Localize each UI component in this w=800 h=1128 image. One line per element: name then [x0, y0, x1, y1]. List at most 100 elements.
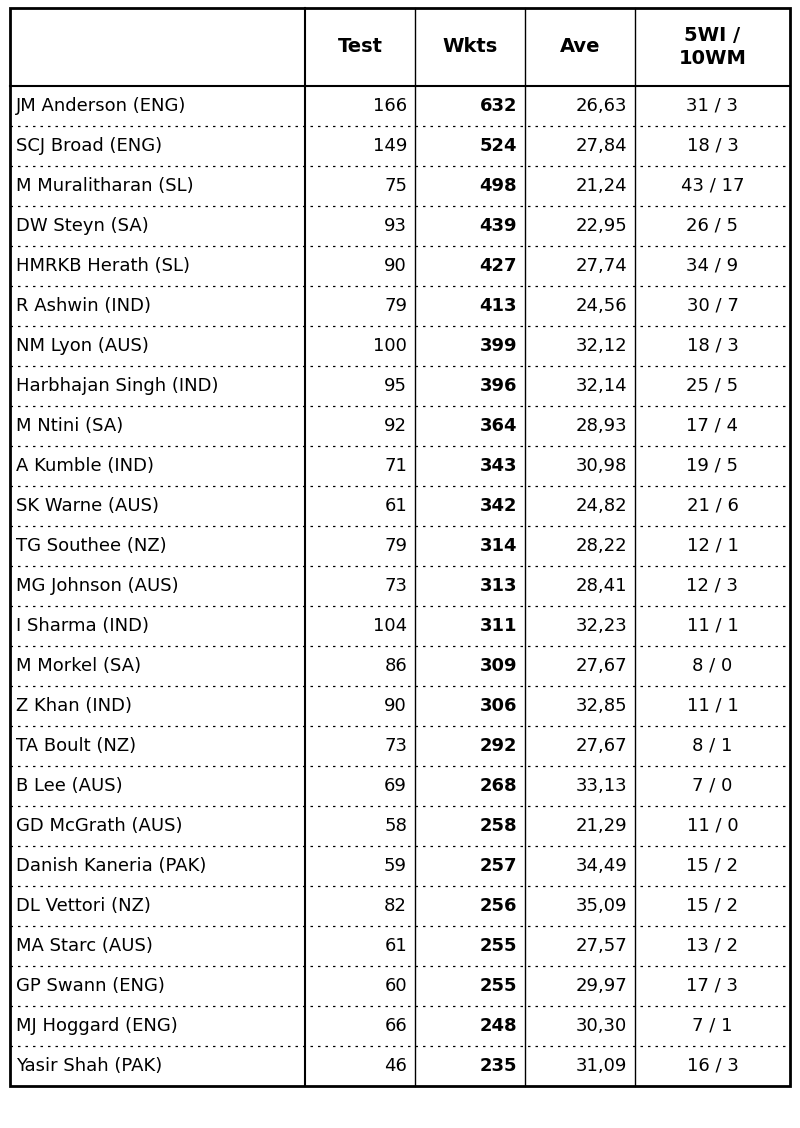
Text: 30,30: 30,30 — [576, 1017, 627, 1036]
Text: 104: 104 — [373, 617, 407, 635]
Text: 17 / 3: 17 / 3 — [686, 977, 738, 995]
Text: M Muralitharan (SL): M Muralitharan (SL) — [16, 177, 194, 195]
Text: 15 / 2: 15 / 2 — [686, 857, 738, 875]
Text: 27,67: 27,67 — [575, 737, 627, 755]
Text: 26,63: 26,63 — [575, 97, 627, 115]
Text: MA Starc (AUS): MA Starc (AUS) — [16, 937, 153, 955]
Text: 30 / 7: 30 / 7 — [686, 297, 738, 315]
Text: 100: 100 — [373, 337, 407, 355]
Text: 11 / 1: 11 / 1 — [686, 697, 738, 715]
Text: 34 / 9: 34 / 9 — [686, 257, 738, 275]
Text: 33,13: 33,13 — [575, 777, 627, 795]
Text: MJ Hoggard (ENG): MJ Hoggard (ENG) — [16, 1017, 178, 1036]
Text: 46: 46 — [384, 1057, 407, 1075]
Text: 35,09: 35,09 — [575, 897, 627, 915]
Text: 25 / 5: 25 / 5 — [686, 377, 738, 395]
Text: 21,29: 21,29 — [575, 817, 627, 835]
Text: SCJ Broad (ENG): SCJ Broad (ENG) — [16, 136, 162, 155]
Text: B Lee (AUS): B Lee (AUS) — [16, 777, 122, 795]
Text: GP Swann (ENG): GP Swann (ENG) — [16, 977, 165, 995]
Text: 95: 95 — [384, 377, 407, 395]
Text: 17 / 4: 17 / 4 — [686, 417, 738, 435]
Text: M Ntini (SA): M Ntini (SA) — [16, 417, 123, 435]
Text: 24,82: 24,82 — [575, 497, 627, 515]
Text: Ave: Ave — [560, 37, 600, 56]
Text: 364: 364 — [479, 417, 517, 435]
Text: 248: 248 — [479, 1017, 517, 1036]
Text: 255: 255 — [479, 977, 517, 995]
Text: Test: Test — [338, 37, 382, 56]
Text: 31,09: 31,09 — [576, 1057, 627, 1075]
Text: 93: 93 — [384, 217, 407, 235]
Text: 524: 524 — [479, 136, 517, 155]
Text: 12 / 1: 12 / 1 — [686, 537, 738, 555]
Text: 27,57: 27,57 — [575, 937, 627, 955]
Text: 69: 69 — [384, 777, 407, 795]
Text: MG Johnson (AUS): MG Johnson (AUS) — [16, 578, 178, 594]
Text: 92: 92 — [384, 417, 407, 435]
Text: HMRKB Herath (SL): HMRKB Herath (SL) — [16, 257, 190, 275]
Text: JM Anderson (ENG): JM Anderson (ENG) — [16, 97, 186, 115]
Text: 58: 58 — [384, 817, 407, 835]
Text: 66: 66 — [384, 1017, 407, 1036]
Text: 61: 61 — [384, 497, 407, 515]
Text: 43 / 17: 43 / 17 — [681, 177, 744, 195]
Text: 258: 258 — [479, 817, 517, 835]
Text: 71: 71 — [384, 457, 407, 475]
Text: 8 / 0: 8 / 0 — [692, 656, 733, 675]
Text: 5WI /
10WM: 5WI / 10WM — [678, 26, 746, 69]
Text: 28,22: 28,22 — [575, 537, 627, 555]
Text: 632: 632 — [479, 97, 517, 115]
Text: 28,93: 28,93 — [575, 417, 627, 435]
Text: 30,98: 30,98 — [576, 457, 627, 475]
Text: Yasir Shah (PAK): Yasir Shah (PAK) — [16, 1057, 162, 1075]
Text: 13 / 2: 13 / 2 — [686, 937, 738, 955]
Text: A Kumble (IND): A Kumble (IND) — [16, 457, 154, 475]
Text: 22,95: 22,95 — [575, 217, 627, 235]
Text: 90: 90 — [384, 257, 407, 275]
Text: Harbhajan Singh (IND): Harbhajan Singh (IND) — [16, 377, 218, 395]
Text: 32,14: 32,14 — [575, 377, 627, 395]
Text: Danish Kaneria (PAK): Danish Kaneria (PAK) — [16, 857, 206, 875]
Text: DW Steyn (SA): DW Steyn (SA) — [16, 217, 149, 235]
Text: NM Lyon (AUS): NM Lyon (AUS) — [16, 337, 149, 355]
Text: 73: 73 — [384, 737, 407, 755]
Text: 439: 439 — [479, 217, 517, 235]
Text: 27,84: 27,84 — [575, 136, 627, 155]
Text: 235: 235 — [479, 1057, 517, 1075]
Text: 343: 343 — [479, 457, 517, 475]
Text: 31 / 3: 31 / 3 — [686, 97, 738, 115]
Text: SK Warne (AUS): SK Warne (AUS) — [16, 497, 159, 515]
Text: 396: 396 — [479, 377, 517, 395]
Text: 28,41: 28,41 — [575, 578, 627, 594]
Text: 309: 309 — [479, 656, 517, 675]
Text: 166: 166 — [373, 97, 407, 115]
Text: GD McGrath (AUS): GD McGrath (AUS) — [16, 817, 182, 835]
Text: 15 / 2: 15 / 2 — [686, 897, 738, 915]
Text: 7 / 0: 7 / 0 — [692, 777, 733, 795]
Text: 314: 314 — [479, 537, 517, 555]
Text: 11 / 1: 11 / 1 — [686, 617, 738, 635]
Text: 19 / 5: 19 / 5 — [686, 457, 738, 475]
Text: 342: 342 — [479, 497, 517, 515]
Text: 29,97: 29,97 — [575, 977, 627, 995]
Text: 79: 79 — [384, 537, 407, 555]
Text: 427: 427 — [479, 257, 517, 275]
Text: 256: 256 — [479, 897, 517, 915]
Text: 27,67: 27,67 — [575, 656, 627, 675]
Text: TG Southee (NZ): TG Southee (NZ) — [16, 537, 166, 555]
Text: 34,49: 34,49 — [575, 857, 627, 875]
Text: 21,24: 21,24 — [575, 177, 627, 195]
Text: 257: 257 — [479, 857, 517, 875]
Text: 60: 60 — [384, 977, 407, 995]
Text: 12 / 3: 12 / 3 — [686, 578, 738, 594]
Text: 498: 498 — [479, 177, 517, 195]
Text: 27,74: 27,74 — [575, 257, 627, 275]
Text: R Ashwin (IND): R Ashwin (IND) — [16, 297, 151, 315]
Text: 413: 413 — [479, 297, 517, 315]
Text: 32,85: 32,85 — [575, 697, 627, 715]
Text: Wkts: Wkts — [442, 37, 498, 56]
Text: 32,12: 32,12 — [575, 337, 627, 355]
Text: 82: 82 — [384, 897, 407, 915]
Text: 311: 311 — [479, 617, 517, 635]
